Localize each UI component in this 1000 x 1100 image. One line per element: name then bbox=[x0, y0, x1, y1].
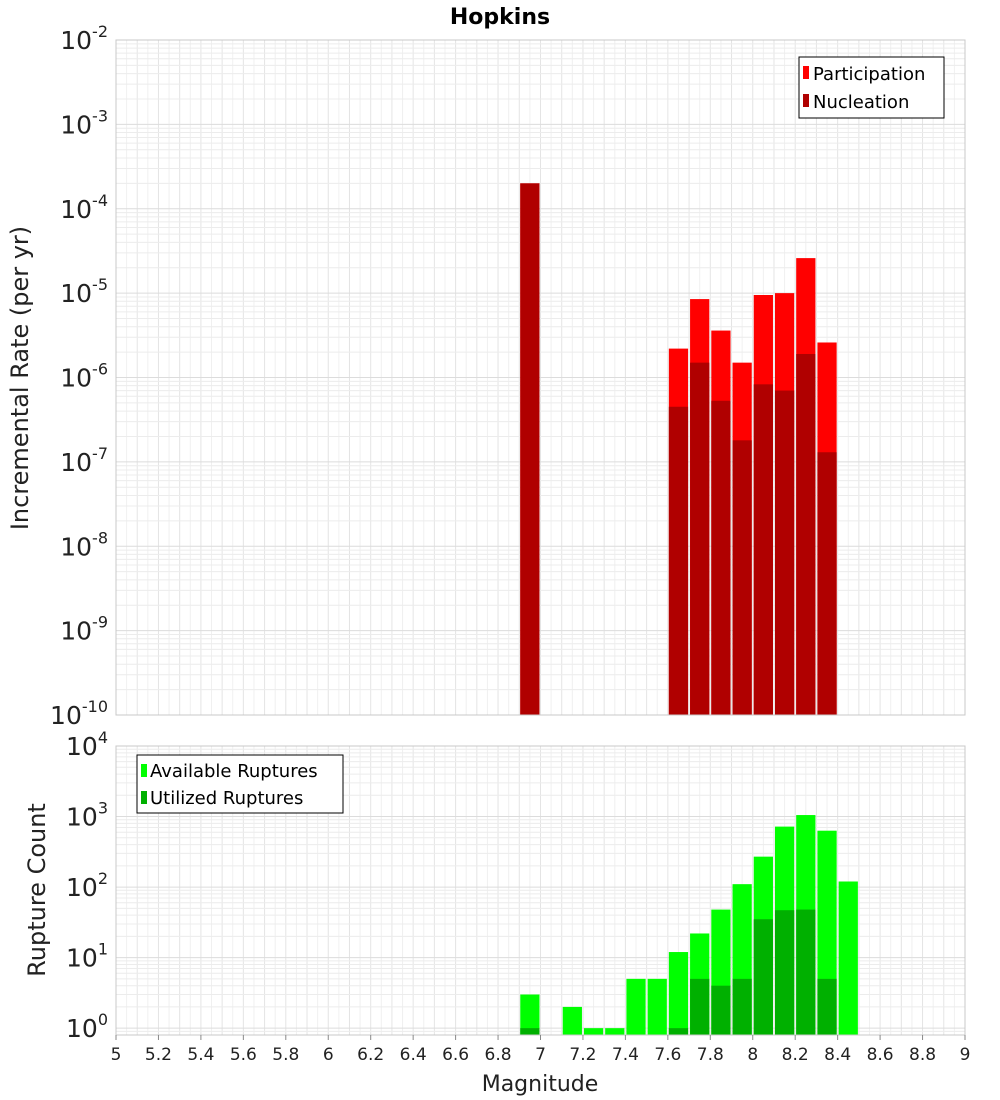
count-bar-a bbox=[668, 952, 689, 1035]
x-tick-label: 6.8 bbox=[485, 1045, 512, 1065]
count-y-tick-label: 103 bbox=[66, 799, 108, 832]
rate-plot-frame bbox=[115, 39, 966, 716]
x-tick-label: 7.6 bbox=[654, 1045, 681, 1065]
legend-swatch-available bbox=[141, 764, 147, 777]
count-bar-a bbox=[647, 978, 667, 1035]
rate-y-tick-label: 10-9 bbox=[60, 613, 108, 646]
x-tick-label: 8.2 bbox=[782, 1045, 809, 1065]
count-legend-box bbox=[136, 754, 344, 814]
legend-swatch-participation bbox=[803, 66, 809, 79]
x-tick-label: 7.4 bbox=[612, 1045, 639, 1065]
rate-grid bbox=[115, 39, 966, 716]
x-tick-label: 9 bbox=[960, 1045, 971, 1065]
x-tick-label: 7 bbox=[535, 1045, 546, 1065]
rate-bar-b bbox=[796, 353, 816, 715]
count-y-tick-label: 101 bbox=[66, 940, 108, 973]
count-y-label: Rupture Count bbox=[23, 803, 51, 977]
rate-y-tick-label: 10-5 bbox=[60, 275, 108, 308]
x-tick-label: 8.4 bbox=[824, 1045, 851, 1065]
count-bar-a bbox=[562, 1006, 582, 1035]
count-grid bbox=[115, 745, 966, 1036]
rate-bar-b bbox=[817, 452, 837, 715]
legend-label-nucleation: Nucleation bbox=[813, 92, 909, 113]
x-axis-label: Magnitude bbox=[482, 1072, 599, 1097]
rate-y-label: Incremental Rate (per yr) bbox=[6, 226, 34, 530]
rate-bar-b bbox=[774, 390, 795, 715]
rate-bar-b bbox=[753, 384, 773, 715]
rate-bar-b bbox=[711, 400, 731, 715]
x-tick-label: 5 bbox=[111, 1045, 122, 1065]
legend-swatch-utilized bbox=[141, 791, 147, 804]
count-bar-b bbox=[817, 978, 837, 1035]
rate-y-tick-label: 10-8 bbox=[60, 528, 108, 561]
x-tick-label: 6.2 bbox=[357, 1045, 384, 1065]
count-bar-b bbox=[732, 978, 752, 1035]
x-tick-label: 7.2 bbox=[569, 1045, 596, 1065]
rate-bar-b bbox=[520, 183, 540, 716]
rate-y-tick-label: 10-4 bbox=[60, 191, 108, 224]
x-tick-label: 7.8 bbox=[697, 1045, 724, 1065]
count-bar-b bbox=[753, 919, 773, 1035]
count-bar-b bbox=[520, 1028, 540, 1035]
rate-y-tick-label: 10-6 bbox=[60, 360, 108, 393]
x-tick-label: 6.6 bbox=[442, 1045, 469, 1065]
count-bar-a bbox=[583, 1028, 604, 1035]
count-bar-b bbox=[690, 978, 710, 1035]
count-y-ticks: 100 101 102 103 104 bbox=[66, 728, 108, 1043]
x-tick-label: 6.4 bbox=[400, 1045, 427, 1065]
x-tick-label: 8 bbox=[747, 1045, 758, 1065]
legend-label-available: Available Ruptures bbox=[150, 761, 318, 782]
x-tick-label: 8.6 bbox=[867, 1045, 894, 1065]
x-tick-label: 8.8 bbox=[909, 1045, 936, 1065]
x-tick-label: 5.4 bbox=[187, 1045, 214, 1065]
count-y-tick-label: 104 bbox=[66, 728, 108, 761]
rate-y-tick-label: 10-2 bbox=[60, 22, 108, 55]
chart-title: Hopkins bbox=[450, 5, 550, 30]
rate-y-tick-label: 10-10 bbox=[50, 697, 108, 730]
legend-label-utilized: Utilized Ruptures bbox=[150, 788, 303, 809]
x-tick-label: 5.2 bbox=[145, 1045, 172, 1065]
x-tick-label: 6 bbox=[323, 1045, 334, 1065]
rate-legend: Participation Nucleation bbox=[798, 56, 945, 119]
count-panel: 100 101 102 103 104 5 5.2 5.4 5.6 5.8 6 6.2 6.4 6.6 6… bbox=[23, 728, 970, 1097]
count-y-tick-label: 100 bbox=[66, 1010, 108, 1043]
x-tick-label: 5.6 bbox=[230, 1045, 257, 1065]
rate-y-tick-label: 10-7 bbox=[60, 444, 108, 477]
count-bar-b bbox=[711, 985, 731, 1035]
legend-swatch-nucleation bbox=[803, 94, 809, 107]
rate-panel: 10-10 10-9 10-8 10-7 10-6 10-5 10-4 10-3 10-2 In… bbox=[6, 22, 966, 730]
count-bar-a bbox=[626, 978, 646, 1035]
x-tick-label: 5.8 bbox=[272, 1045, 299, 1065]
rate-bar-b bbox=[690, 362, 710, 715]
count-bars bbox=[520, 815, 858, 1035]
legend-label-participation: Participation bbox=[813, 64, 925, 85]
count-bar-a bbox=[520, 994, 540, 1035]
count-legend: Available Ruptures Utilized Ruptures bbox=[136, 754, 344, 814]
rate-legend-box bbox=[798, 56, 945, 119]
rate-y-ticks: 10-10 10-9 10-8 10-7 10-6 10-5 10-4 10-3 10-2 bbox=[50, 22, 108, 730]
count-bar-a bbox=[605, 1028, 625, 1035]
x-ticks: 5 5.2 5.4 5.6 5.8 6 6.2 6.4 6.6 6.8 7 7.2 7.4 7.6 7.8 8… bbox=[111, 1035, 971, 1065]
rate-bar-b bbox=[732, 440, 752, 715]
rate-bar-b bbox=[668, 406, 689, 715]
count-bar-a bbox=[838, 881, 858, 1035]
count-y-tick-label: 102 bbox=[66, 869, 108, 902]
count-bar-b bbox=[668, 1028, 689, 1035]
rate-y-tick-label: 10-3 bbox=[60, 106, 108, 139]
rate-bars bbox=[520, 183, 837, 716]
count-bar-b bbox=[796, 909, 816, 1035]
count-bar-b bbox=[774, 910, 795, 1035]
